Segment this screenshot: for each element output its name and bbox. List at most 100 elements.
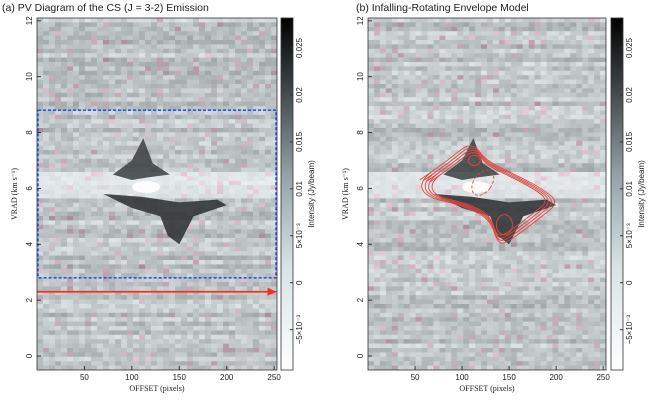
texture-cell — [127, 128, 134, 133]
texture-cell — [67, 190, 74, 195]
texture-cell — [265, 146, 272, 151]
texture-cell — [103, 181, 110, 186]
texture-cell — [127, 260, 134, 265]
texture-cell — [380, 58, 387, 63]
texture-cell — [145, 132, 152, 137]
texture-cell — [541, 49, 548, 54]
texture-cell — [265, 176, 272, 181]
texture-cell — [163, 66, 170, 71]
texture-cell — [487, 88, 494, 93]
texture-cell — [392, 31, 399, 36]
texture-cell — [127, 229, 134, 234]
texture-cell — [588, 22, 595, 27]
texture-cell — [181, 282, 188, 287]
texture-cell — [217, 141, 224, 146]
texture-cell — [265, 357, 272, 362]
texture-cell — [529, 137, 536, 142]
texture-cell — [535, 97, 542, 102]
texture-cell — [547, 44, 554, 49]
texture-cell — [247, 190, 254, 195]
texture-cell — [558, 150, 565, 155]
image-panel — [37, 18, 278, 371]
texture-cell — [499, 141, 506, 146]
texture-cell — [457, 88, 464, 93]
texture-cell — [187, 348, 194, 353]
texture-cell — [193, 62, 200, 67]
texture-cell — [43, 313, 50, 318]
texture-cell — [121, 66, 128, 71]
texture-cell — [169, 286, 176, 291]
texture-cell — [61, 247, 68, 252]
texture-cell — [169, 190, 176, 195]
texture-cell — [85, 31, 92, 36]
texture-cell — [582, 185, 589, 190]
texture-cell — [211, 71, 218, 76]
texture-cell — [157, 234, 164, 239]
texture-cell — [259, 264, 266, 269]
texture-cell — [103, 229, 110, 234]
texture-cell — [398, 58, 405, 63]
texture-cell — [169, 141, 176, 146]
texture-cell — [157, 352, 164, 357]
texture-cell — [570, 137, 577, 142]
texture-cell — [535, 141, 542, 146]
texture-cell — [223, 132, 230, 137]
texture-cell — [392, 176, 399, 181]
texture-cell — [576, 58, 583, 63]
texture-cell — [235, 150, 242, 155]
texture-cell — [37, 339, 44, 344]
texture-cell — [211, 88, 218, 93]
texture-cell — [445, 97, 452, 102]
texture-cell — [253, 304, 260, 309]
texture-cell — [241, 247, 248, 252]
texture-cell — [49, 330, 56, 335]
texture-cell — [541, 141, 548, 146]
texture-cell — [97, 304, 104, 309]
texture-cell — [487, 75, 494, 80]
texture-cell — [79, 194, 86, 199]
texture-cell — [211, 234, 218, 239]
texture-cell — [380, 36, 387, 41]
texture-cell — [115, 22, 122, 27]
texture-cell — [169, 115, 176, 120]
texture-cell — [217, 212, 224, 217]
texture-cell — [247, 159, 254, 164]
texture-cell — [79, 176, 86, 181]
texture-cell — [259, 172, 266, 177]
texture-cell — [487, 18, 494, 23]
texture-cell — [121, 110, 128, 115]
texture-cell — [265, 159, 272, 164]
texture-cell — [127, 88, 134, 93]
texture-cell — [151, 260, 158, 265]
x-tick-label: 250 — [267, 373, 281, 382]
texture-cell — [133, 36, 140, 41]
texture-cell — [398, 36, 405, 41]
texture-cell — [505, 128, 512, 133]
texture-cell — [187, 71, 194, 76]
texture-cell — [211, 247, 218, 252]
texture-cell — [157, 80, 164, 85]
texture-cell — [422, 203, 429, 208]
texture-cell — [505, 141, 512, 146]
texture-cell — [67, 97, 74, 102]
texture-cell — [217, 102, 224, 107]
texture-cell — [43, 75, 50, 80]
texture-cell — [445, 146, 452, 151]
texture-cell — [229, 295, 236, 300]
texture-cell — [433, 146, 440, 151]
texture-cell — [229, 361, 236, 366]
texture-cell — [229, 22, 236, 27]
texture-cell — [576, 53, 583, 58]
texture-cell — [422, 159, 429, 164]
texture-cell — [374, 84, 381, 89]
texture-cell — [558, 93, 565, 98]
texture-cell — [181, 190, 188, 195]
texture-cell — [97, 71, 104, 76]
texture-cell — [223, 229, 230, 234]
texture-cell — [187, 229, 194, 234]
texture-cell — [511, 110, 518, 115]
texture-cell — [187, 97, 194, 102]
texture-cell — [67, 198, 74, 203]
texture-cell — [55, 159, 62, 164]
texture-cell — [103, 40, 110, 45]
